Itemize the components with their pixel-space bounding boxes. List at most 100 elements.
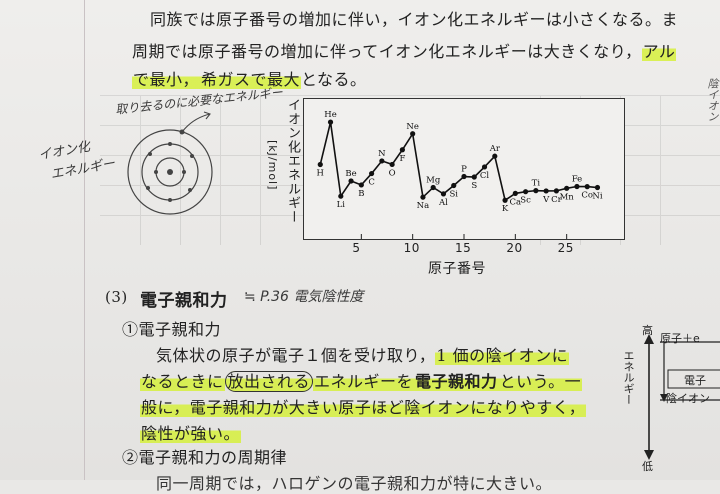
data-point-ne: [410, 131, 416, 137]
data-point-na: [420, 194, 426, 200]
line1-tail: ま: [661, 10, 679, 29]
element-label-v: V: [542, 195, 550, 205]
chart-yunit: [kJ/mol]: [266, 140, 279, 191]
element-label-h: H: [317, 169, 324, 179]
data-point-cl: [481, 164, 488, 170]
data-point-ar: [492, 153, 498, 159]
element-label-mg: Mg: [426, 175, 441, 185]
ionization-energy-chart: H He Li Be B C N O F Ne Na Mg Al Si P S Cl Ar K Ca Sc Ti V Cr Mn…: [303, 98, 625, 240]
bottom-partial-line: 同一周期では，ハロゲンの電子親和力が特に大きい。: [156, 474, 553, 493]
series-line: [319, 121, 598, 202]
data-point-f: [399, 147, 405, 153]
text-line-2: 周期では原子番号の増加に伴ってイオン化エネルギーは大きくなり，アル: [132, 38, 677, 62]
data-point-ti: [533, 188, 539, 194]
element-label-ni: Ni: [592, 192, 602, 202]
line3-highlight-a: で最小，: [132, 70, 201, 89]
paragraph-line-4: 陰性が強い。: [140, 420, 242, 444]
line1-text: 同族では原子番号の増加に伴い，イオン化エネルギーは小さくなる。: [150, 10, 662, 29]
element-label-k: K: [502, 204, 509, 214]
data-point-o: [389, 161, 395, 168]
data-point-co: [584, 184, 590, 190]
line3-highlight-b: 希ガスで最大: [200, 70, 302, 89]
p2d-bold: 電子親和力: [414, 372, 499, 391]
p1a: 気体状の原子が電子１個を受け取り，: [156, 346, 436, 365]
paragraph-line-3: 般に，電子親和力が大きい原子ほど陰イオンになりやすく，: [140, 394, 587, 418]
element-label-o: O: [389, 168, 396, 178]
data-point-h: [317, 161, 323, 168]
rd-axis: エネルギー: [622, 350, 635, 405]
x-tick-label-5: 5: [352, 241, 361, 255]
data-point-he: [327, 119, 334, 125]
element-label-n: N: [378, 149, 386, 159]
margin-line: [84, 0, 85, 480]
element-label-c: C: [368, 178, 375, 188]
element-label-b: B: [358, 189, 364, 199]
energy-diagram: 高 低 エネルギー 原子＋e 電子 陰イオン: [622, 320, 720, 480]
element-label-s: S: [471, 181, 477, 191]
element-label-ti: Ti: [532, 179, 541, 189]
data-point-li: [338, 193, 344, 199]
subsection-1: ①電子親和力: [122, 320, 222, 339]
data-point-p: [461, 173, 467, 180]
element-label-p: P: [461, 165, 467, 175]
data-point-si: [451, 182, 457, 189]
text-line-1: 同族では原子番号の増加に伴い，イオン化エネルギーは小さくなる。ま: [150, 6, 678, 30]
data-point-n: [379, 158, 385, 164]
element-label-na: Na: [417, 201, 430, 211]
handwritten-section-note: ≒ P.36 電気陰性度: [244, 289, 364, 305]
chart-ylabel: イオン化エネルギー: [285, 98, 300, 224]
data-point-cr: [553, 188, 559, 194]
p2c-highlight: エネルギーを: [313, 372, 415, 391]
element-label-al: Al: [438, 198, 448, 208]
data-point-ca: [512, 190, 518, 196]
p2e: という。一: [498, 372, 583, 391]
data-point-c: [369, 170, 375, 177]
rd-row2: 電子: [684, 374, 706, 387]
x-tick-label-15: 15: [455, 241, 472, 255]
element-label-co: Co: [581, 191, 593, 201]
element-label-be: Be: [345, 169, 356, 179]
p2b-circled: 放出される: [224, 371, 314, 392]
p2a-highlight: なるときに: [140, 372, 225, 391]
element-label-cl: Cl: [480, 171, 490, 181]
section-number: (3): [105, 288, 128, 306]
data-point-al: [440, 191, 447, 197]
rd-row1: 原子＋e: [660, 332, 700, 345]
p4-highlight: 陰性が強い。: [140, 424, 242, 443]
data-point-ni: [594, 184, 601, 191]
data-point-k: [502, 197, 508, 203]
element-label-ar: Ar: [489, 144, 501, 154]
element-label-ca: Ca: [510, 197, 522, 207]
p1b-highlight: 1 価の陰イオンに: [435, 346, 570, 365]
text-line-3: で最小， 希ガスで最大となる。: [132, 66, 367, 90]
data-point-fe: [574, 183, 580, 190]
rd-high: 高: [642, 324, 653, 337]
element-label-f: F: [399, 154, 405, 164]
data-point-mg: [430, 184, 436, 191]
element-label-mn: Mn: [560, 192, 575, 202]
element-label-ne: Ne: [406, 122, 418, 132]
element-label-li: Li: [337, 200, 346, 210]
line2-highlight: アル: [641, 42, 677, 61]
rd-row3: 陰イオン: [666, 392, 710, 405]
section-title: 電子親和力: [140, 291, 228, 311]
data-point-b: [358, 182, 364, 188]
data-point-v: [543, 188, 549, 194]
element-label-cr: Cr: [551, 195, 563, 205]
paragraph-line-2: なるときに 放出される エネルギーを 電子親和力 という。一: [140, 368, 583, 392]
x-tick-label-25: 25: [557, 241, 574, 255]
subsection-2: ②電子親和力の周期律: [122, 448, 288, 467]
handwritten-note-right: 陰イオン: [706, 78, 719, 122]
rd-arrows: [644, 334, 720, 460]
p3-highlight: 般に，電子親和力が大きい原子ほど陰イオンになりやすく，: [140, 398, 587, 417]
element-label-sc: Sc: [520, 196, 531, 206]
data-point-be: [348, 178, 354, 184]
element-label-fe: Fe: [572, 175, 582, 185]
atom-sketch-icon: [127, 111, 213, 215]
x-tick-label-10: 10: [403, 241, 420, 255]
data-point-mn: [564, 185, 570, 191]
line2-text: 周期では原子番号の増加に伴ってイオン化エネルギーは大きくなり，: [132, 42, 642, 61]
element-label-si: Si: [449, 190, 458, 200]
